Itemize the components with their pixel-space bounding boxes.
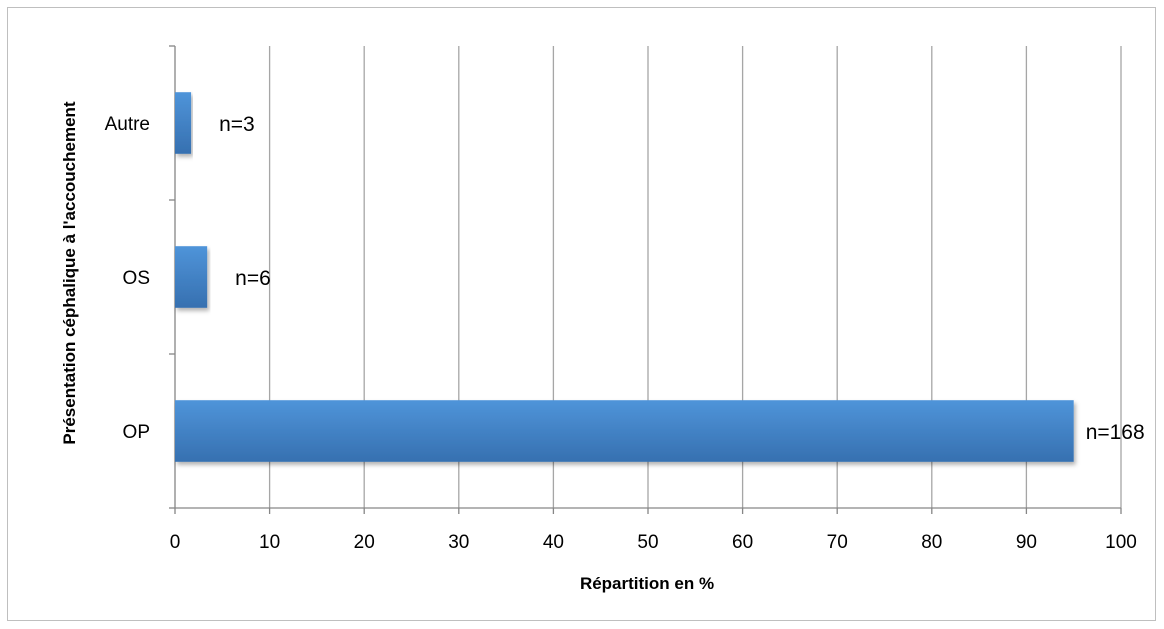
data-label-op: n=168 [1086, 421, 1145, 444]
x-tick-label-10: 10 [259, 532, 280, 553]
bar-op [175, 400, 1074, 462]
x-tick-label-30: 30 [448, 532, 469, 553]
labels: 0 10 20 30 40 50 60 70 80 90 100 OP n=168 OS n=6 Autre n… [105, 113, 1145, 553]
y-axis-title: Présentation céphalique à l'accouchement [60, 101, 79, 445]
bar-os [175, 246, 208, 308]
x-tick-label-80: 80 [921, 532, 942, 553]
data-label-os: n=6 [235, 267, 271, 290]
x-tick-label-50: 50 [637, 532, 658, 553]
x-tick-label-90: 90 [1016, 532, 1037, 553]
y-tick-label-autre: Autre [105, 114, 150, 135]
x-tick-label-60: 60 [732, 532, 753, 553]
x-tick-label-40: 40 [543, 532, 564, 553]
x-tick-label-100: 100 [1105, 532, 1137, 553]
y-tick-label-op: OP [123, 422, 150, 443]
bar-autre [175, 92, 192, 154]
y-tick-label-os: OS [123, 268, 150, 289]
x-tick-label-70: 70 [827, 532, 848, 553]
x-tick-label-20: 20 [354, 532, 375, 553]
bars [175, 92, 1074, 462]
data-label-autre: n=3 [219, 113, 255, 136]
x-axis-title: Répartition en % [580, 574, 714, 593]
x-tick-label-0: 0 [170, 532, 181, 553]
chart-frame [7, 7, 1156, 621]
